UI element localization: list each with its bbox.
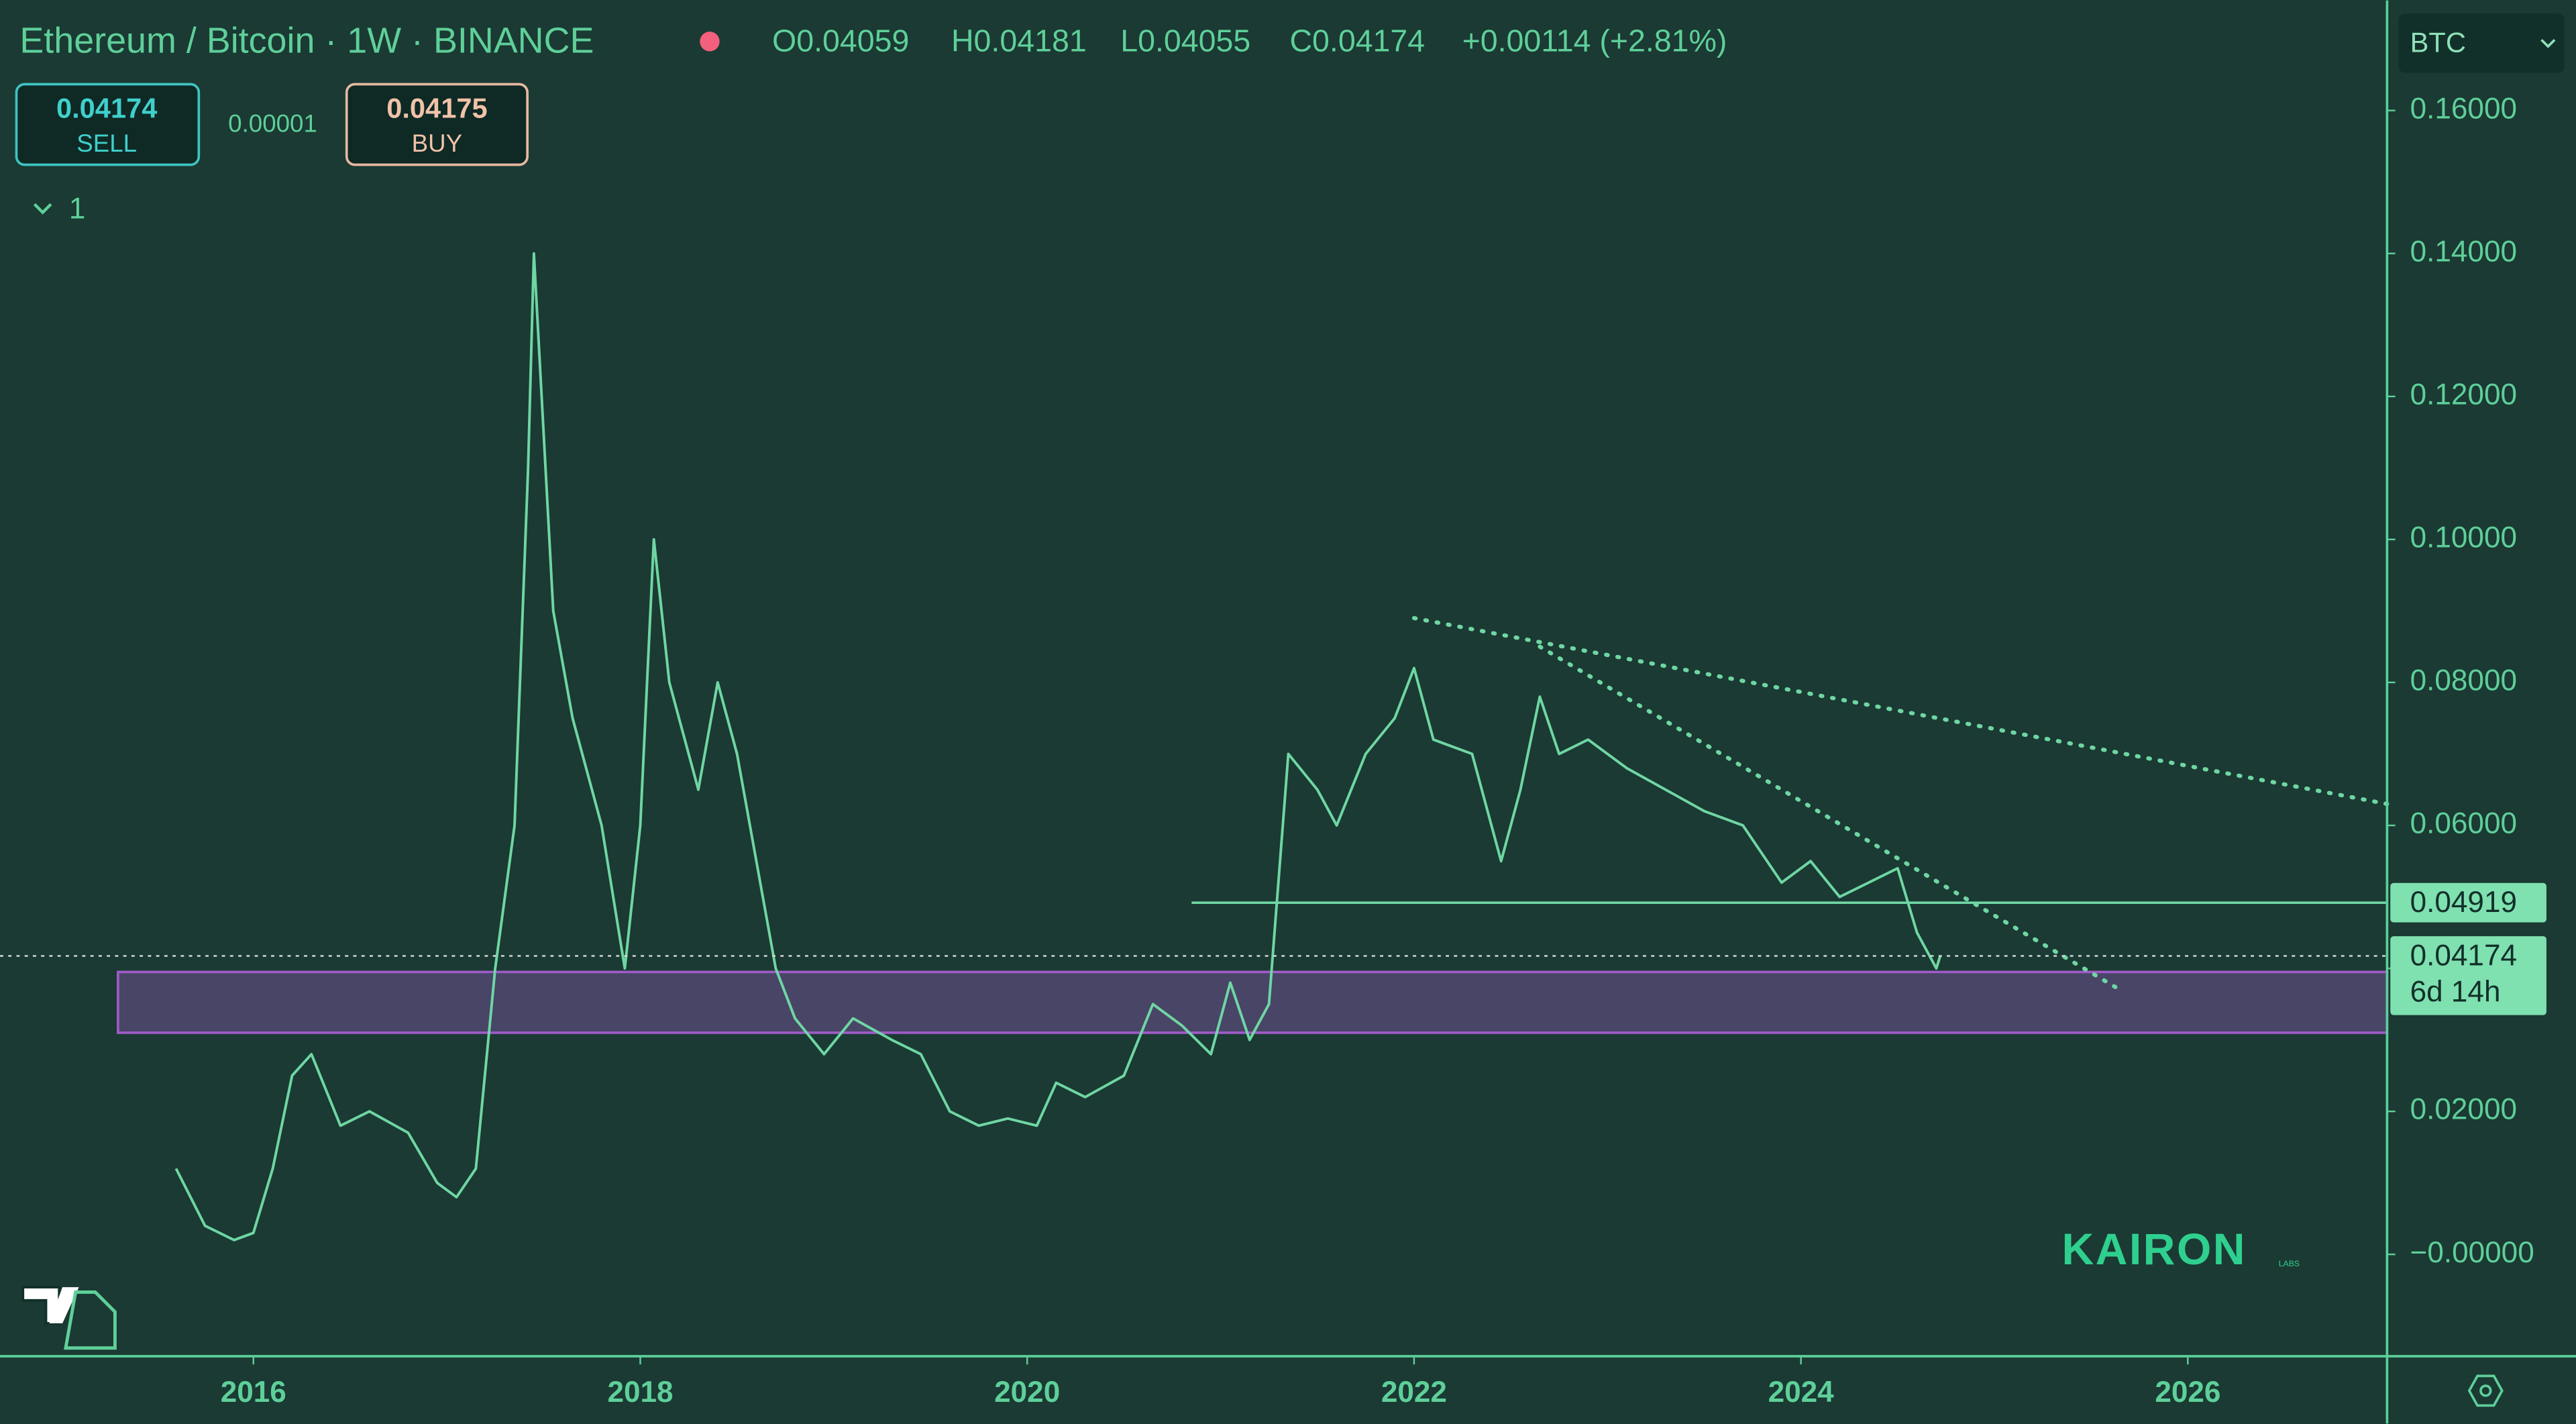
- buy-button[interactable]: 0.04175 BUY: [345, 83, 529, 166]
- sell-button[interactable]: 0.04174 SELL: [15, 83, 201, 166]
- level-label-box: [2390, 882, 2546, 923]
- last-price-label: 0.04174: [2410, 939, 2517, 972]
- logo-part: [21, 1286, 60, 1325]
- settings-icon[interactable]: [2467, 1374, 2504, 1407]
- y-tick-label: 0.12000: [2410, 378, 2517, 411]
- y-tick-label: −0.00000: [2410, 1236, 2534, 1269]
- ohlc-open: O0.04059: [772, 23, 909, 58]
- trendline: [1411, 615, 2390, 807]
- currency-select[interactable]: BTC: [2398, 13, 2565, 73]
- ohlc-low: L0.04055: [1120, 23, 1250, 58]
- x-tick-label: 2026: [2155, 1376, 2220, 1409]
- ohlc-close: C0.04174: [1289, 23, 1425, 58]
- support-zone: [117, 970, 2389, 1034]
- y-tick-label: 0.06000: [2410, 807, 2517, 840]
- sell-label[interactable]: SELL: [76, 130, 137, 157]
- chevron: [33, 203, 52, 215]
- y-tick-label: 0.14000: [2410, 235, 2517, 268]
- sell-box[interactable]: [15, 83, 201, 166]
- x-tick-label: 2022: [1381, 1376, 1447, 1409]
- x-tick-label: 2024: [1768, 1376, 1835, 1409]
- plot-area: [0, 252, 2390, 1241]
- logo-part: [49, 1287, 79, 1324]
- y-tick-label: 0.10000: [2410, 521, 2517, 554]
- price-line: [174, 252, 1942, 1241]
- y-tick-label: 0.08000: [2410, 664, 2517, 697]
- x-tick-label: 2018: [607, 1376, 673, 1409]
- y-tick-label: 0.02000: [2410, 1093, 2517, 1126]
- trendline: [1538, 644, 2123, 993]
- sell-price[interactable]: 0.04174: [56, 93, 157, 124]
- indicators-toggle[interactable]: 1: [33, 193, 86, 225]
- x-tick-label: 2016: [221, 1376, 286, 1409]
- y-tick-label: 0.16000: [2410, 92, 2517, 125]
- ohlc-change: +0.00114 (+2.81%): [1462, 23, 1727, 58]
- indicator-count[interactable]: 1: [69, 193, 86, 225]
- watermark-sub: LABS: [2279, 1259, 2300, 1268]
- spread: 0.00001: [228, 109, 317, 137]
- buy-label[interactable]: BUY: [412, 130, 463, 157]
- currency-button[interactable]: [2398, 13, 2565, 73]
- currency-label[interactable]: BTC: [2410, 27, 2466, 58]
- settings-dot[interactable]: [2479, 1384, 2492, 1397]
- last-price-box: [2390, 936, 2546, 1015]
- settings-hex[interactable]: [2467, 1374, 2504, 1407]
- countdown-label: 6d 14h: [2410, 975, 2501, 1008]
- logo-part: [64, 1290, 117, 1350]
- level-label: 0.04919: [2410, 886, 2517, 919]
- status-dot: [700, 32, 720, 52]
- watermark-brand: KAIRON: [2061, 1225, 2246, 1274]
- buy-box[interactable]: [345, 83, 529, 166]
- chevron: [2540, 39, 2556, 48]
- tradingview-logo: [21, 1286, 117, 1350]
- buy-price[interactable]: 0.04175: [386, 93, 487, 124]
- x-tick-label: 2020: [994, 1376, 1060, 1409]
- ohlc-high: H0.04181: [951, 23, 1087, 58]
- symbol-title: Ethereum / Bitcoin · 1W · BINANCE: [19, 20, 594, 60]
